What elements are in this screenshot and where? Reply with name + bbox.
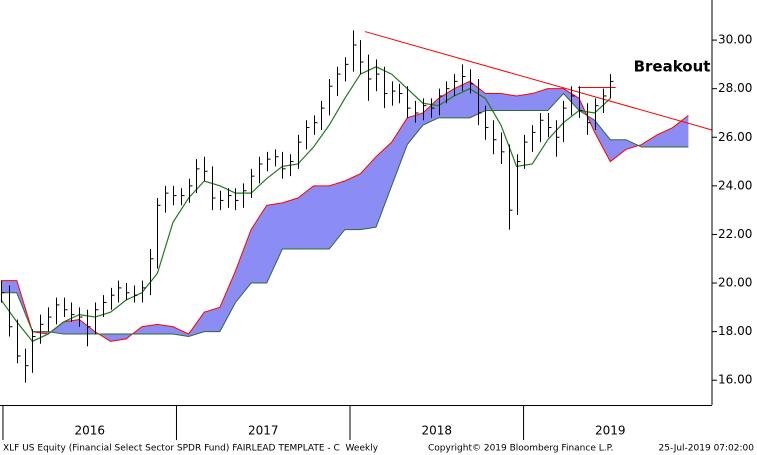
x-tick-label: 2017 <box>248 424 279 438</box>
plot-area <box>0 30 713 383</box>
footer-left: XLF US Equity (Financial Select Sector S… <box>3 444 379 454</box>
y-tick-label: 30.00 <box>718 33 752 47</box>
y-tick-label: 18.00 <box>718 324 752 338</box>
x-tick-label: 2019 <box>595 424 626 438</box>
cloud-fill <box>1 81 689 342</box>
annotation: Breakout <box>634 58 711 76</box>
moving-average <box>0 66 611 343</box>
cloud-span-a <box>1 80 689 342</box>
trendline <box>364 31 713 131</box>
y-tick-label: 26.00 <box>718 130 752 144</box>
y-tick-label: 22.00 <box>718 227 752 241</box>
x-tick-label: 2018 <box>422 424 453 438</box>
y-tick-label: 20.00 <box>718 276 752 290</box>
y-tick-label: 28.00 <box>718 81 752 95</box>
y-tick-label: 24.00 <box>718 178 752 192</box>
cloud-span-b <box>1 92 689 338</box>
footer-right: 25-Jul-2019 07:02:00 <box>659 444 755 454</box>
x-tick-label: 2016 <box>74 424 105 438</box>
footer-center: Copyright© 2019 Bloomberg Finance L.P. <box>428 444 613 454</box>
y-tick-label: 16.00 <box>718 373 752 387</box>
